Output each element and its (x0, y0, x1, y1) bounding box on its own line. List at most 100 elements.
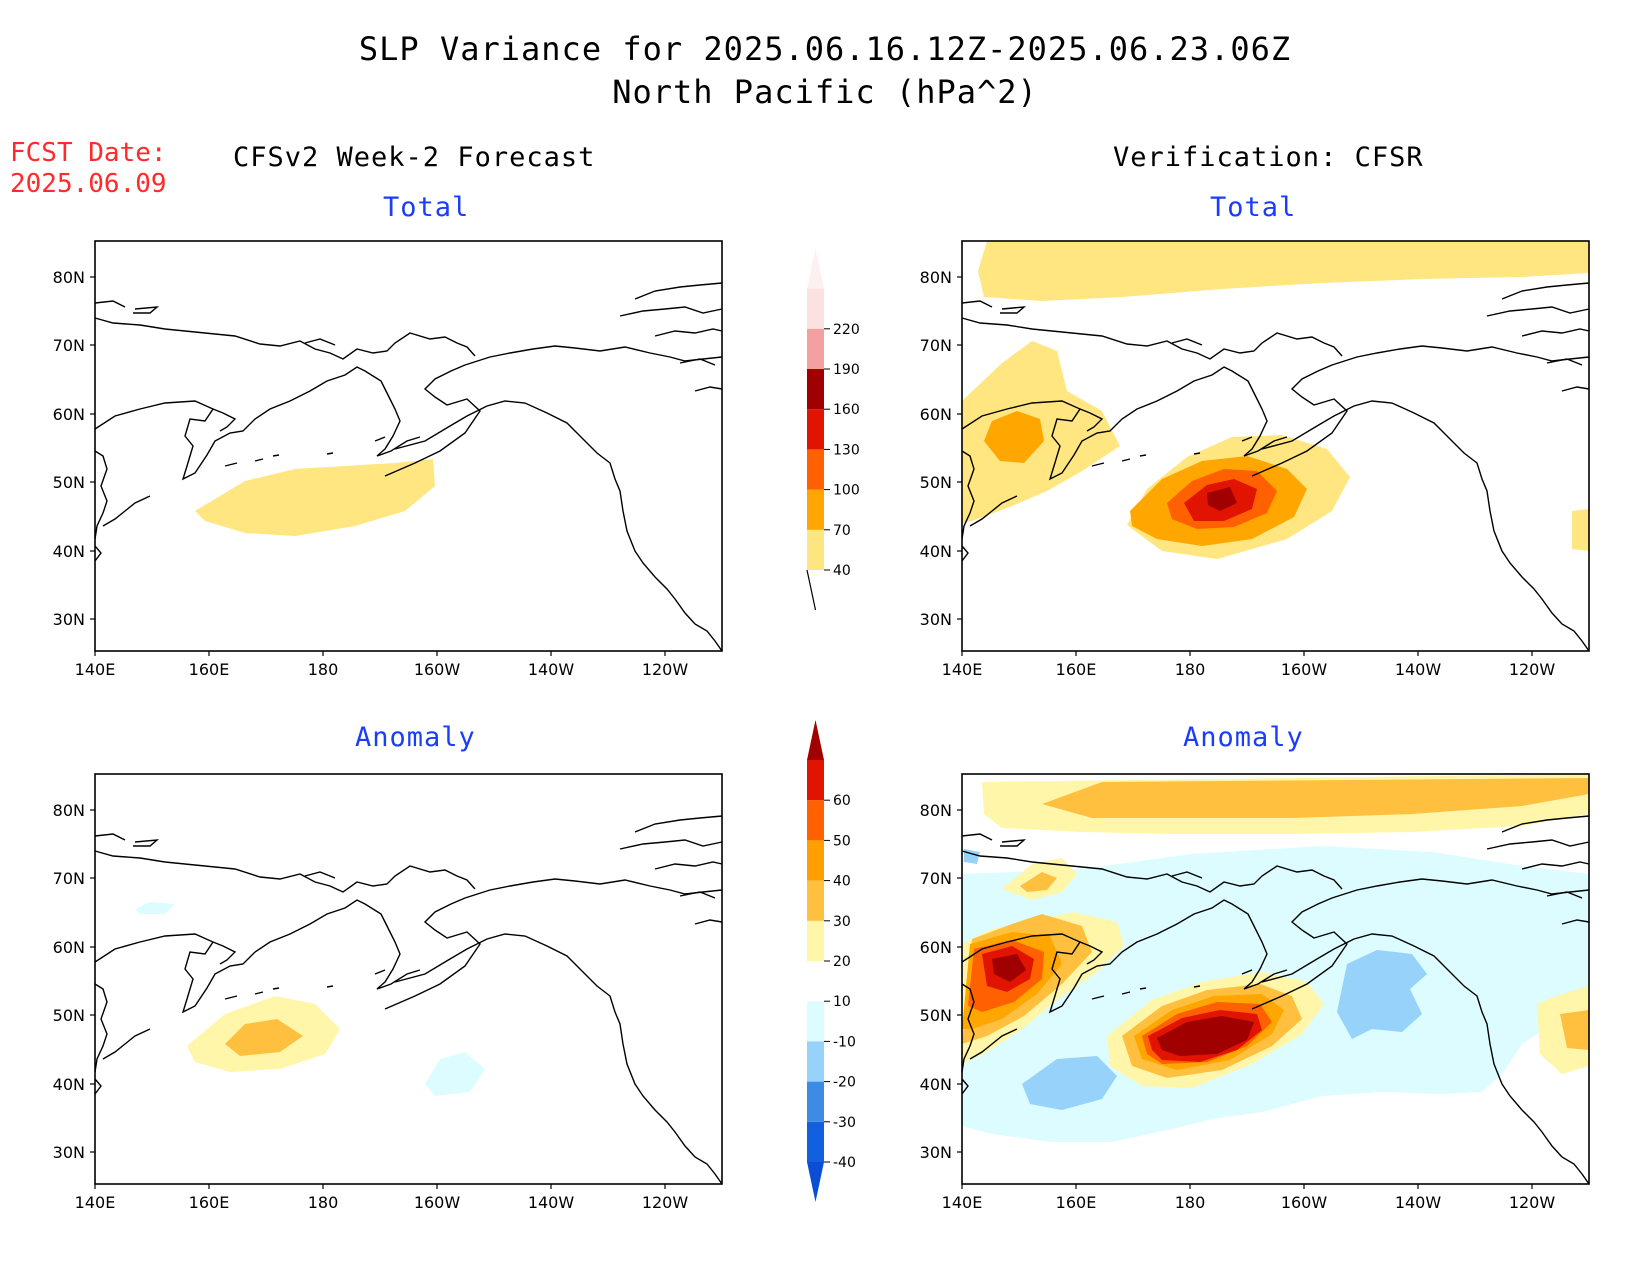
lat-tick-label: 40N (53, 542, 85, 561)
shading-total-40-70 (195, 459, 435, 536)
colorbar-anomaly-segment (807, 1001, 824, 1042)
colorbar-anomaly-segment (807, 961, 824, 1002)
colorbar-anomaly-tail-high (807, 720, 824, 760)
lat-tick-label: 60N (920, 405, 952, 424)
colorbar-anomaly-segment (807, 920, 824, 961)
colorbar-total-segment (807, 328, 824, 369)
colorbar-anomaly-tick-label: 10 (833, 994, 851, 1010)
lon-tick-label: 180 (1175, 660, 1206, 679)
panel-subtitle-fcst-anomaly: Anomaly (355, 722, 476, 753)
lat-tick-label: 70N (53, 336, 85, 355)
colorbar-anomaly-segment (807, 840, 824, 881)
colorbar-anomaly-tick-label: 30 (833, 914, 851, 930)
colorbar-total-tick-label: 70 (833, 523, 851, 539)
lat-tick-label: 60N (53, 405, 85, 424)
lon-tick-label: 160W (1281, 1193, 1328, 1212)
lon-tick-label: 140W (1395, 1193, 1442, 1212)
colorbar-anomaly-tick-label: 40 (833, 874, 851, 890)
colorbar-tail-high (807, 248, 824, 289)
panel-subtitle-verif-total: Total (1210, 192, 1297, 223)
colorbar-anomaly-tick-label: -10 (833, 1034, 856, 1050)
map-panel-forecast-anomaly (94, 773, 723, 1185)
fcst-date-value: 2025.06.09 (10, 169, 167, 199)
lon-tick-label: 140E (75, 660, 116, 679)
axes-layer: 80N 70N 60N 50N 40N 30N 140E 160E 180 160W 140W 120… (53, 268, 1556, 1212)
lat-tick-label: 70N (920, 869, 952, 888)
lon-tick-label: 120W (642, 1193, 689, 1212)
lat-tick-label: 40N (53, 1075, 85, 1094)
lon-tick-label: 140E (942, 1193, 983, 1212)
colorbar-total-tick-label: 190 (833, 362, 860, 378)
colorbar-total-segment (807, 409, 824, 450)
colorbar-anomaly: -40 -30 -20 -10 10 20 30 40 50 60 (807, 720, 856, 1202)
colorbar-total-segment (807, 369, 824, 410)
lat-tick-label: 60N (920, 938, 952, 957)
lon-tick-label: 120W (1509, 1193, 1556, 1212)
lon-tick-label: 160E (1056, 1193, 1097, 1212)
lat-tick-label: 80N (920, 268, 952, 287)
colorbar-total-segment (807, 449, 824, 490)
colorbar-anomaly-segment (807, 1121, 824, 1162)
lon-tick-label: 160E (189, 1193, 230, 1212)
colorbar-anomaly-segment (807, 1081, 824, 1122)
lat-tick-label: 30N (920, 1143, 952, 1162)
fcst-date-block: FCST Date: 2025.06.09 (10, 138, 167, 200)
lon-tick-label: 160W (1281, 660, 1328, 679)
colorbar-tail-low (806, 569, 817, 611)
lon-tick-label: 160E (189, 660, 230, 679)
panel-subtitle-fcst-total: Total (383, 192, 470, 223)
colorbar-anomaly-tick-label: -40 (833, 1155, 856, 1171)
lon-tick-label: 140W (1395, 660, 1442, 679)
map-panel-forecast-total (94, 240, 723, 652)
lat-tick-label: 60N (53, 938, 85, 957)
colorbar-anomaly-segment (807, 880, 824, 921)
colorbar-anomaly-segment (807, 1041, 824, 1082)
map-panel-verification-anomaly (961, 773, 1590, 1185)
main-title-line1: SLP Variance for 2025.06.16.12Z-2025.06.… (358, 30, 1292, 68)
colorbar-total-segment (807, 489, 824, 530)
lon-tick-label: 140W (528, 1193, 575, 1212)
lat-tick-label: 80N (53, 268, 85, 287)
lon-tick-label: 160W (414, 660, 461, 679)
lon-tick-label: 120W (642, 660, 689, 679)
colorbar-anomaly-tick-label: -20 (833, 1075, 856, 1091)
map-panel-verification-total (961, 240, 1590, 652)
colorbar-total-segment (807, 288, 824, 329)
lon-tick-label: 140E (75, 1193, 116, 1212)
colorbar-total-tick-label: 160 (833, 402, 860, 418)
lon-tick-label: 180 (308, 660, 339, 679)
lat-tick-label: 50N (920, 473, 952, 492)
colorbar-anomaly-segment (807, 800, 824, 841)
lat-tick-label: 40N (920, 1075, 952, 1094)
lon-tick-label: 160W (414, 1193, 461, 1212)
lat-tick-label: 30N (53, 610, 85, 629)
lon-tick-label: 160E (1056, 660, 1097, 679)
colorbar-total-segment (807, 529, 824, 570)
lon-tick-label: 120W (1509, 660, 1556, 679)
lat-tick-label: 70N (920, 336, 952, 355)
column-heading-verification: Verification: CFSR (1113, 142, 1424, 173)
colorbar-anomaly-tick-label: 50 (833, 833, 851, 849)
lat-tick-label: 80N (920, 801, 952, 820)
lat-tick-label: 50N (53, 473, 85, 492)
lon-tick-label: 140E (942, 660, 983, 679)
colorbar-anomaly-tick-label: 20 (833, 954, 851, 970)
column-heading-forecast: CFSv2 Week-2 Forecast (233, 142, 596, 173)
lon-tick-label: 180 (308, 1193, 339, 1212)
lat-tick-label: 70N (53, 869, 85, 888)
colorbar-anomaly-segment (807, 760, 824, 801)
main-title-line2: North Pacific (hPa^2) (612, 73, 1038, 111)
colorbar-total: 40 70 100 130 160 190 220 (806, 248, 860, 611)
lat-tick-label: 80N (53, 801, 85, 820)
colorbar-total-tick-label: 40 (833, 563, 851, 579)
lat-tick-label: 50N (53, 1006, 85, 1025)
panel-subtitle-verif-anomaly: Anomaly (1183, 722, 1304, 753)
lat-tick-label: 50N (920, 1006, 952, 1025)
lon-tick-label: 140W (528, 660, 575, 679)
lon-tick-label: 180 (1175, 1193, 1206, 1212)
colorbar-total-tick-label: 100 (833, 483, 860, 499)
fcst-date-label: FCST Date: (10, 138, 167, 168)
lat-tick-label: 40N (920, 542, 952, 561)
colorbar-total-tick-label: 130 (833, 442, 860, 458)
